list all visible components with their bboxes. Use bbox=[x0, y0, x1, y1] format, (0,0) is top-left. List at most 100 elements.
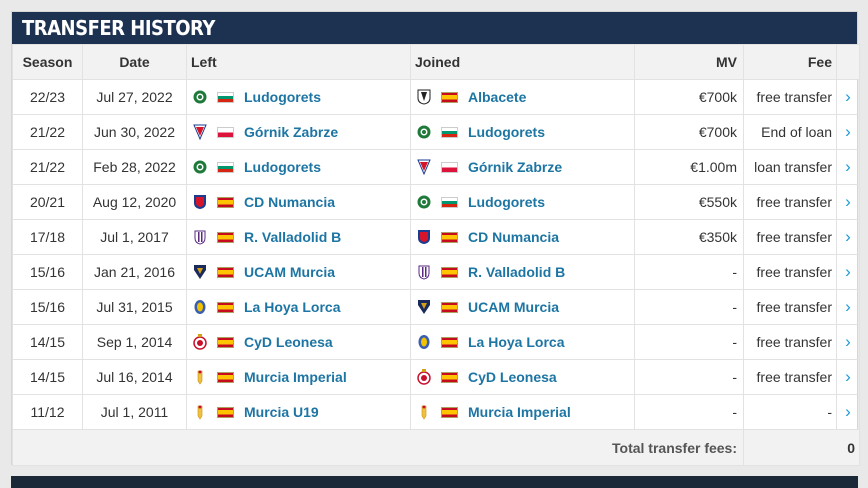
joined-club-cell: La Hoya Lorca bbox=[410, 324, 635, 360]
leonesa-crest[interactable] bbox=[417, 369, 431, 385]
joined-club-link[interactable]: Ludogorets bbox=[468, 124, 545, 140]
spain-flag bbox=[441, 91, 458, 103]
bottom-dark-bar bbox=[11, 476, 858, 488]
joined-club-link[interactable]: La Hoya Lorca bbox=[468, 334, 565, 350]
numancia-crest[interactable] bbox=[193, 194, 207, 210]
left-club-link[interactable]: CyD Leonesa bbox=[244, 334, 333, 350]
total-row: Total transfer fees: 0 bbox=[12, 429, 860, 466]
left-club-link[interactable]: La Hoya Lorca bbox=[244, 299, 341, 315]
col-header-arrow bbox=[836, 44, 860, 80]
joined-club-cell: Murcia Imperial bbox=[410, 394, 635, 430]
la-hoya-lorca-crest[interactable] bbox=[193, 299, 207, 315]
ucam-murcia-crest[interactable] bbox=[417, 299, 431, 315]
albacete-crest[interactable] bbox=[417, 89, 431, 105]
ludogorets-crest[interactable] bbox=[417, 124, 431, 140]
spain-flag bbox=[217, 266, 234, 278]
left-club-link[interactable]: R. Valladolid B bbox=[244, 229, 342, 245]
joined-club-cell: Ludogorets bbox=[410, 114, 635, 150]
chevron-right-icon[interactable]: › bbox=[836, 219, 860, 255]
poland-flag bbox=[217, 126, 234, 138]
ludogorets-crest[interactable] bbox=[193, 159, 207, 175]
valladolid-crest[interactable] bbox=[417, 264, 431, 280]
ucam-murcia-crest[interactable] bbox=[193, 264, 207, 280]
table-row: 14/15 Sep 1, 2014 CyD Leonesa La Hoya Lo… bbox=[12, 324, 860, 360]
season-cell: 20/21 bbox=[12, 184, 83, 220]
numancia-crest[interactable] bbox=[417, 229, 431, 245]
spain-flag bbox=[217, 406, 234, 418]
la-hoya-lorca-crest[interactable] bbox=[417, 334, 431, 350]
chevron-right-icon[interactable]: › bbox=[836, 114, 860, 150]
left-club-link[interactable]: Górnik Zabrze bbox=[244, 124, 339, 140]
joined-club-cell: CyD Leonesa bbox=[410, 359, 635, 395]
joined-club-link[interactable]: UCAM Murcia bbox=[468, 299, 560, 315]
chevron-right-icon[interactable]: › bbox=[836, 394, 860, 430]
ludogorets-crest[interactable] bbox=[193, 89, 207, 105]
date-cell: Jun 30, 2022 bbox=[82, 114, 187, 150]
spain-flag bbox=[217, 301, 234, 313]
left-club-cell: Murcia Imperial bbox=[186, 359, 411, 395]
joined-club-link[interactable]: Ludogorets bbox=[468, 194, 545, 210]
murcia-imperial-crest[interactable] bbox=[193, 404, 207, 420]
joined-club-link[interactable]: Górnik Zabrze bbox=[468, 159, 563, 175]
gornik-zabrze-crest[interactable] bbox=[417, 159, 431, 176]
left-club-cell: Górnik Zabrze bbox=[186, 114, 411, 150]
chevron-right-icon[interactable]: › bbox=[836, 324, 860, 360]
left-club-cell: Ludogorets bbox=[186, 79, 411, 115]
chevron-right-icon[interactable]: › bbox=[836, 254, 860, 290]
joined-club-link[interactable]: Murcia Imperial bbox=[468, 404, 571, 420]
season-cell: 22/23 bbox=[12, 79, 83, 115]
left-club-cell: Ludogorets bbox=[186, 149, 411, 185]
col-header-fee: Fee bbox=[743, 44, 837, 80]
fee-cell: free transfer bbox=[743, 359, 837, 395]
market-value-cell: - bbox=[634, 254, 744, 290]
joined-club-link[interactable]: R. Valladolid B bbox=[468, 264, 566, 280]
spain-flag bbox=[217, 371, 234, 383]
season-cell: 21/22 bbox=[12, 114, 83, 150]
murcia-imperial-crest[interactable] bbox=[193, 369, 207, 385]
chevron-right-icon[interactable]: › bbox=[836, 359, 860, 395]
date-cell: Jul 1, 2017 bbox=[82, 219, 187, 255]
left-club-link[interactable]: UCAM Murcia bbox=[244, 264, 336, 280]
chevron-right-icon[interactable]: › bbox=[836, 184, 860, 220]
left-club-link[interactable]: Ludogorets bbox=[244, 89, 321, 105]
col-header-joined: Joined bbox=[410, 44, 635, 80]
market-value-cell: €1.00m bbox=[634, 149, 744, 185]
season-cell: 11/12 bbox=[12, 394, 83, 430]
fee-cell: End of loan bbox=[743, 114, 837, 150]
season-cell: 21/22 bbox=[12, 149, 83, 185]
date-cell: Jul 27, 2022 bbox=[82, 79, 187, 115]
leonesa-crest[interactable] bbox=[193, 334, 207, 350]
fee-cell: free transfer bbox=[743, 289, 837, 325]
joined-club-link[interactable]: CyD Leonesa bbox=[468, 369, 557, 385]
spain-flag bbox=[441, 266, 458, 278]
joined-club-link[interactable]: Albacete bbox=[468, 89, 527, 105]
spain-flag bbox=[441, 336, 458, 348]
left-club-cell: UCAM Murcia bbox=[186, 254, 411, 290]
date-cell: Jan 21, 2016 bbox=[82, 254, 187, 290]
joined-club-link[interactable]: CD Numancia bbox=[468, 229, 560, 245]
poland-flag bbox=[441, 161, 458, 173]
left-club-link[interactable]: Murcia U19 bbox=[244, 404, 319, 420]
gornik-zabrze-crest[interactable] bbox=[193, 124, 207, 141]
left-club-link[interactable]: Murcia Imperial bbox=[244, 369, 347, 385]
bulgaria-flag bbox=[217, 161, 234, 173]
left-club-link[interactable]: CD Numancia bbox=[244, 194, 336, 210]
table-row: 14/15 Jul 16, 2014 Murcia Imperial CyD L… bbox=[12, 359, 860, 395]
table-header-row: Season Date Left Joined MV Fee bbox=[12, 44, 860, 80]
ludogorets-crest[interactable] bbox=[417, 194, 431, 210]
joined-club-cell: UCAM Murcia bbox=[410, 289, 635, 325]
date-cell: Jul 31, 2015 bbox=[82, 289, 187, 325]
market-value-cell: - bbox=[634, 394, 744, 430]
col-header-mv: MV bbox=[634, 44, 744, 80]
chevron-right-icon[interactable]: › bbox=[836, 79, 860, 115]
chevron-right-icon[interactable]: › bbox=[836, 149, 860, 185]
left-club-link[interactable]: Ludogorets bbox=[244, 159, 321, 175]
left-club-cell: La Hoya Lorca bbox=[186, 289, 411, 325]
murcia-imperial-crest[interactable] bbox=[417, 404, 431, 420]
chevron-right-icon[interactable]: › bbox=[836, 289, 860, 325]
spain-flag bbox=[217, 231, 234, 243]
left-club-cell: R. Valladolid B bbox=[186, 219, 411, 255]
col-header-date: Date bbox=[82, 44, 187, 80]
valladolid-crest[interactable] bbox=[193, 229, 207, 245]
season-cell: 17/18 bbox=[12, 219, 83, 255]
